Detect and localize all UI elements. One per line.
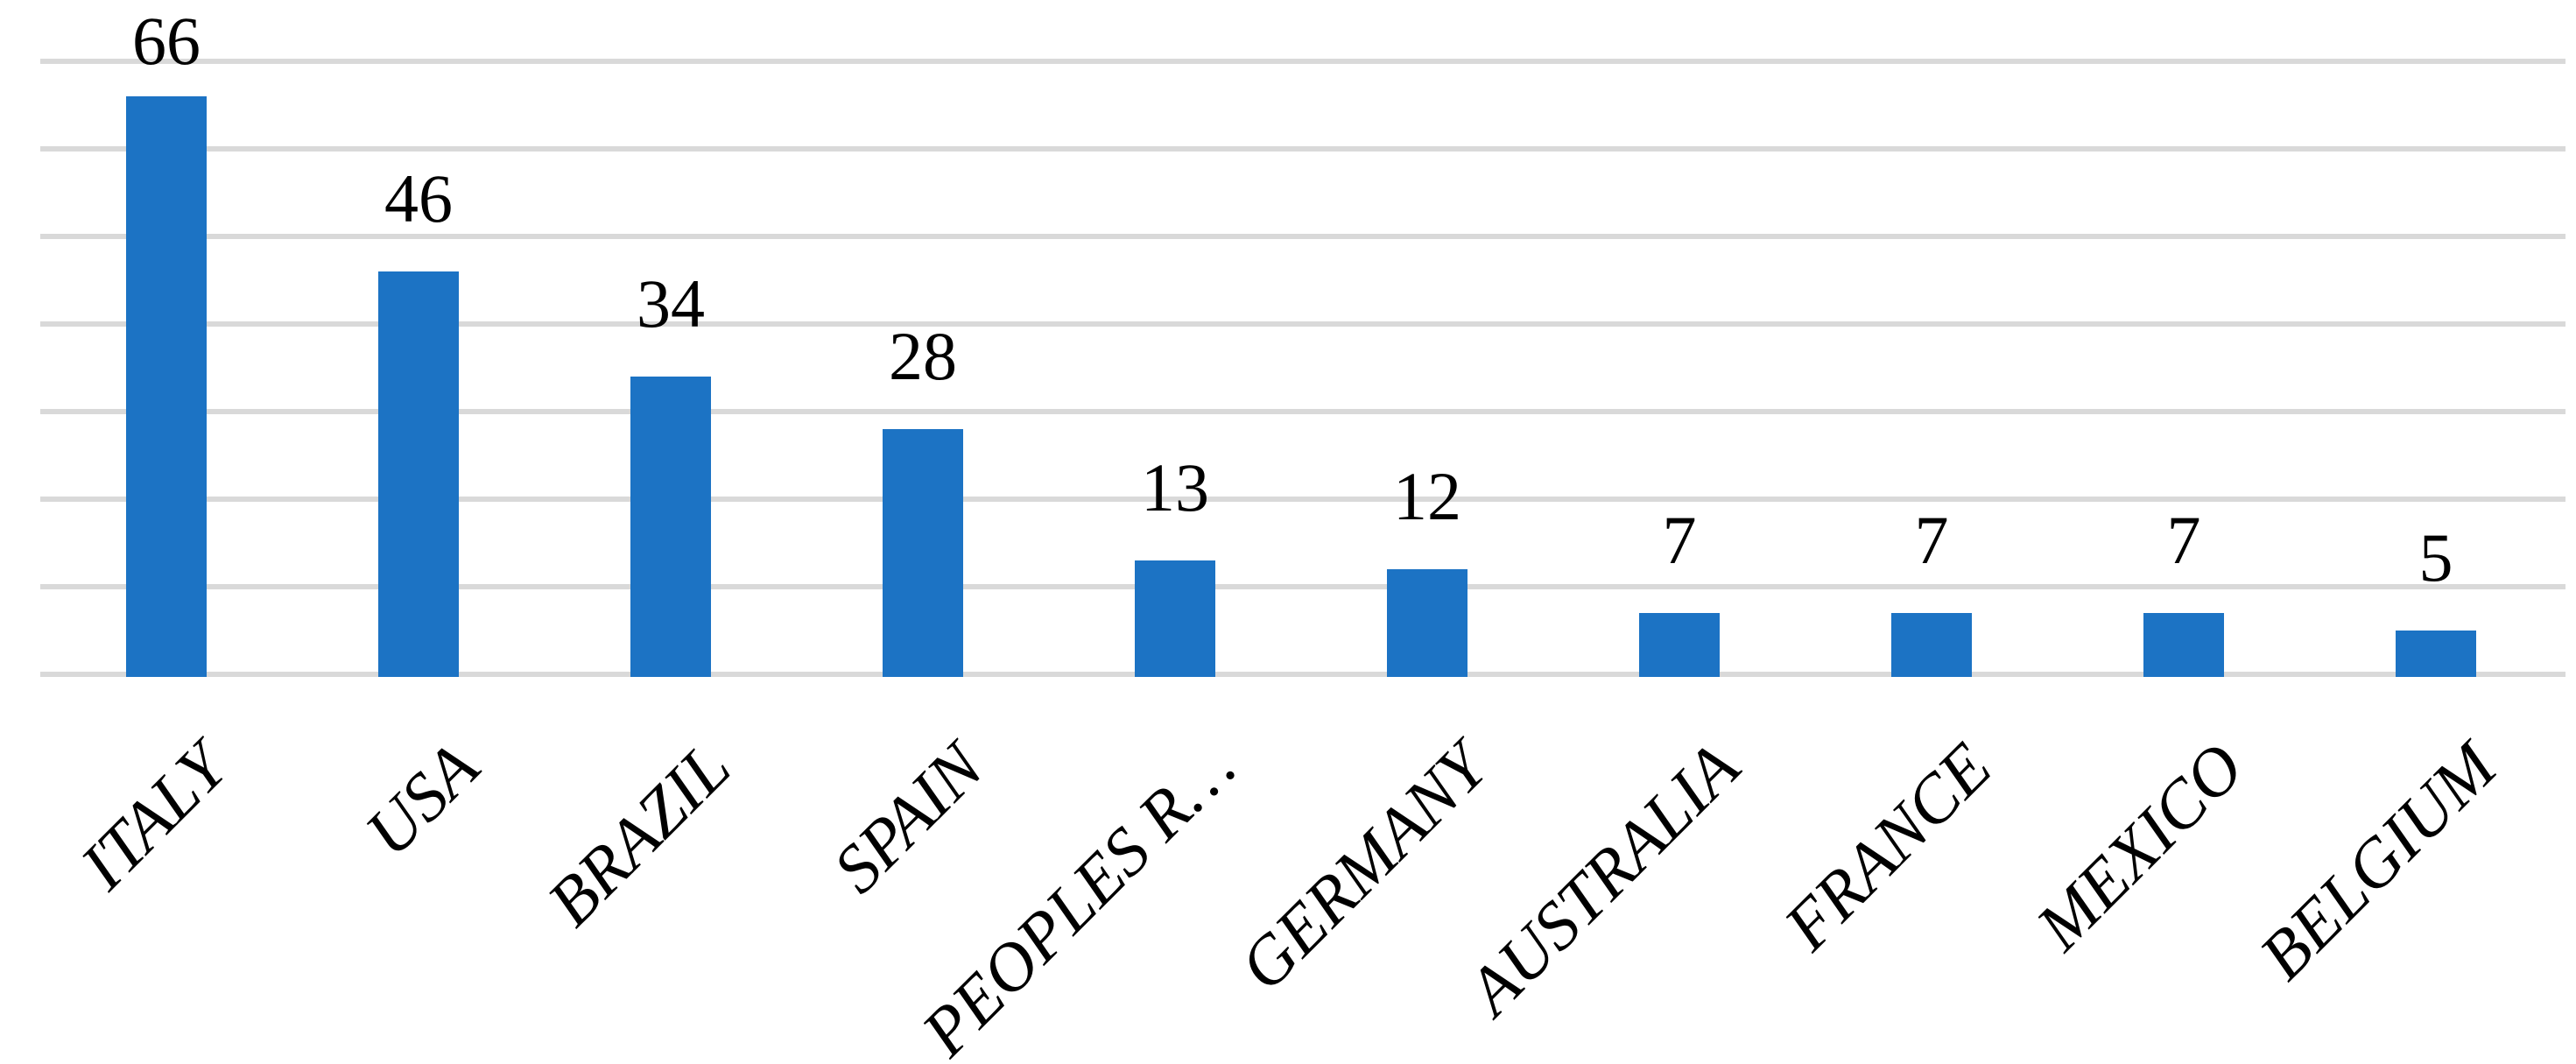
bar [630, 377, 711, 677]
category-label: ITALY [65, 728, 241, 904]
bar [883, 429, 963, 677]
bar-value-label: 66 [132, 3, 201, 79]
bar-value-label: 7 [1662, 502, 1697, 578]
bar [1891, 613, 1972, 677]
bar-value-label: 12 [1393, 458, 1461, 534]
category-label: USA [350, 728, 493, 870]
category-label: SPAIN [818, 728, 997, 907]
category-label: FRANCE [1769, 728, 2006, 965]
category-label: BRAZIL [532, 728, 745, 941]
gridline [40, 59, 2565, 64]
bar [1387, 569, 1467, 677]
gridline [40, 146, 2565, 151]
bar-value-label: 5 [2418, 519, 2453, 595]
bar [1135, 560, 1215, 677]
bar-value-label: 7 [2166, 502, 2201, 578]
category-label: MEXICO [2021, 728, 2258, 965]
bar [2143, 613, 2224, 677]
gridline [40, 584, 2565, 589]
gridline [40, 321, 2565, 327]
gridline [40, 672, 2565, 677]
bar-value-label: 13 [1141, 449, 1209, 525]
category-label: AUSTRALIA [1453, 728, 1754, 1029]
bar [1639, 613, 1720, 677]
gridline [40, 234, 2565, 239]
category-label: BELGIUM [2244, 728, 2510, 994]
gridline [40, 409, 2565, 414]
bar-value-label: 46 [384, 160, 453, 236]
bar-value-label: 34 [637, 265, 705, 342]
category-label: GERMANY [1224, 728, 1502, 1005]
bar [126, 96, 207, 677]
bar [2396, 631, 2476, 677]
gridline [40, 497, 2565, 502]
bar-value-label: 28 [889, 318, 957, 394]
bar [378, 271, 459, 677]
bar-value-label: 7 [1914, 502, 1949, 578]
